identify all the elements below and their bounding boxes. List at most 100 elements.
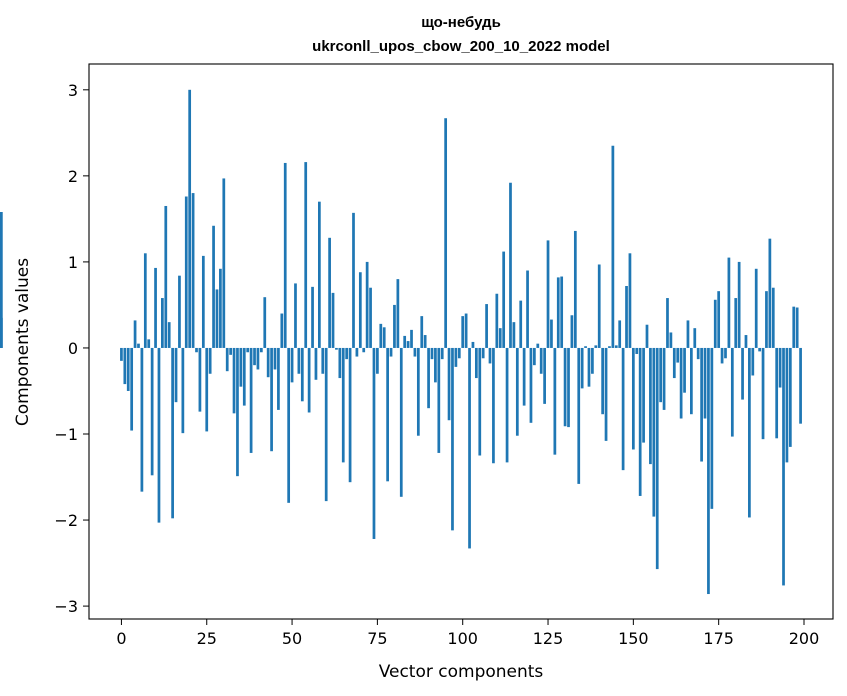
bar-123 [539,347,543,374]
bar-72 [365,261,369,348]
bar-144 [611,145,615,348]
bar-18 [181,347,185,434]
y-tick-label: −2 [54,511,78,530]
bar-173 [710,347,714,509]
x-tick-label: 150 [618,629,649,648]
bar-156 [652,347,656,517]
bar-171 [703,347,707,419]
x-axis-label: Vector components [379,662,544,682]
bar-29 [219,268,222,348]
bar-135 [580,347,584,389]
bar-34 [236,347,239,477]
x-axis-ticks: 0 25 50 75 100 125 150 175 200 [116,619,819,648]
bar-145 [614,345,618,348]
bar-162 [672,347,676,379]
bar-45 [273,347,277,370]
bar-66 [345,347,349,360]
bar-57 [314,347,318,380]
y-tick-label: 1 [68,253,78,272]
x-tick-label: 200 [789,629,820,648]
bar-67 [348,347,352,483]
bar-68 [352,212,355,348]
bar-89 [423,335,427,348]
bar-133 [573,230,577,348]
bar-155 [649,347,652,465]
bar-105 [478,347,482,456]
bar-60 [324,347,328,502]
bar-30 [222,178,226,348]
bar-95 [444,118,448,348]
bar-174 [713,299,717,348]
bar-9 [150,347,154,476]
bar-109 [492,347,495,464]
bar-131 [567,347,570,428]
chart-title: що-небудь [421,14,501,31]
bar-50 [290,347,294,383]
bar-180 [734,298,738,348]
bar-137 [587,347,591,387]
bar-168 [693,328,697,348]
bar-76 [379,323,383,348]
bar-69 [355,347,359,357]
bar-7 [143,253,147,348]
bar-83 [403,335,407,348]
bar-61 [328,237,331,348]
bar-150 [631,347,635,450]
bar-71 [362,347,366,353]
bar-58 [318,201,321,348]
bar-24 [201,255,205,348]
x-tick-label: 100 [447,629,478,648]
bar-35 [239,347,243,387]
bar-82 [399,347,403,497]
bar-44 [270,347,273,452]
bar-32 [229,347,232,355]
bar-53 [300,347,304,402]
chart-subtitle: ukrconll_upos_cbow_200_10_2022 model [312,38,610,55]
bar-172 [707,347,710,595]
bar-87 [416,347,420,436]
bar-46 [277,347,280,410]
bar-170 [700,347,703,462]
bar-79 [389,347,393,357]
bar-110 [495,293,499,348]
bar-84 [406,341,410,348]
bar-185 [751,347,755,376]
bar-10 [154,267,157,348]
y-tick-label: 3 [68,81,78,100]
bar-188 [761,347,765,440]
bar-183 [744,335,748,348]
bar-119 [526,270,529,348]
bar-143 [608,346,611,348]
bar-74 [372,347,376,539]
bar-16 [174,347,178,403]
bar-132 [570,315,574,348]
bar-124 [543,347,546,404]
plot-frame [88,63,834,620]
bar-51 [294,283,297,348]
bar-115 [512,322,516,348]
x-tick-label: 25 [197,629,217,648]
bar-116 [515,347,519,436]
bar-97 [451,347,454,531]
bar-194 [782,347,785,586]
bar-40 [256,347,260,370]
bar-5 [137,343,140,348]
bar-108 [488,347,492,364]
bar-177 [724,347,727,359]
bar-120 [529,347,533,423]
bar-56 [311,286,314,348]
bar-153 [642,347,645,443]
bar-158 [659,347,663,403]
bar-192 [775,347,779,439]
bar-42 [263,297,267,348]
bar-36 [242,347,246,406]
bar-70 [358,272,362,348]
bar-0 [120,347,123,361]
bar-101 [464,313,468,348]
bar-111 [498,328,502,348]
bar-187 [758,347,761,352]
bar-159 [662,347,666,410]
bar-100 [461,316,465,348]
bar-140 [597,264,601,348]
